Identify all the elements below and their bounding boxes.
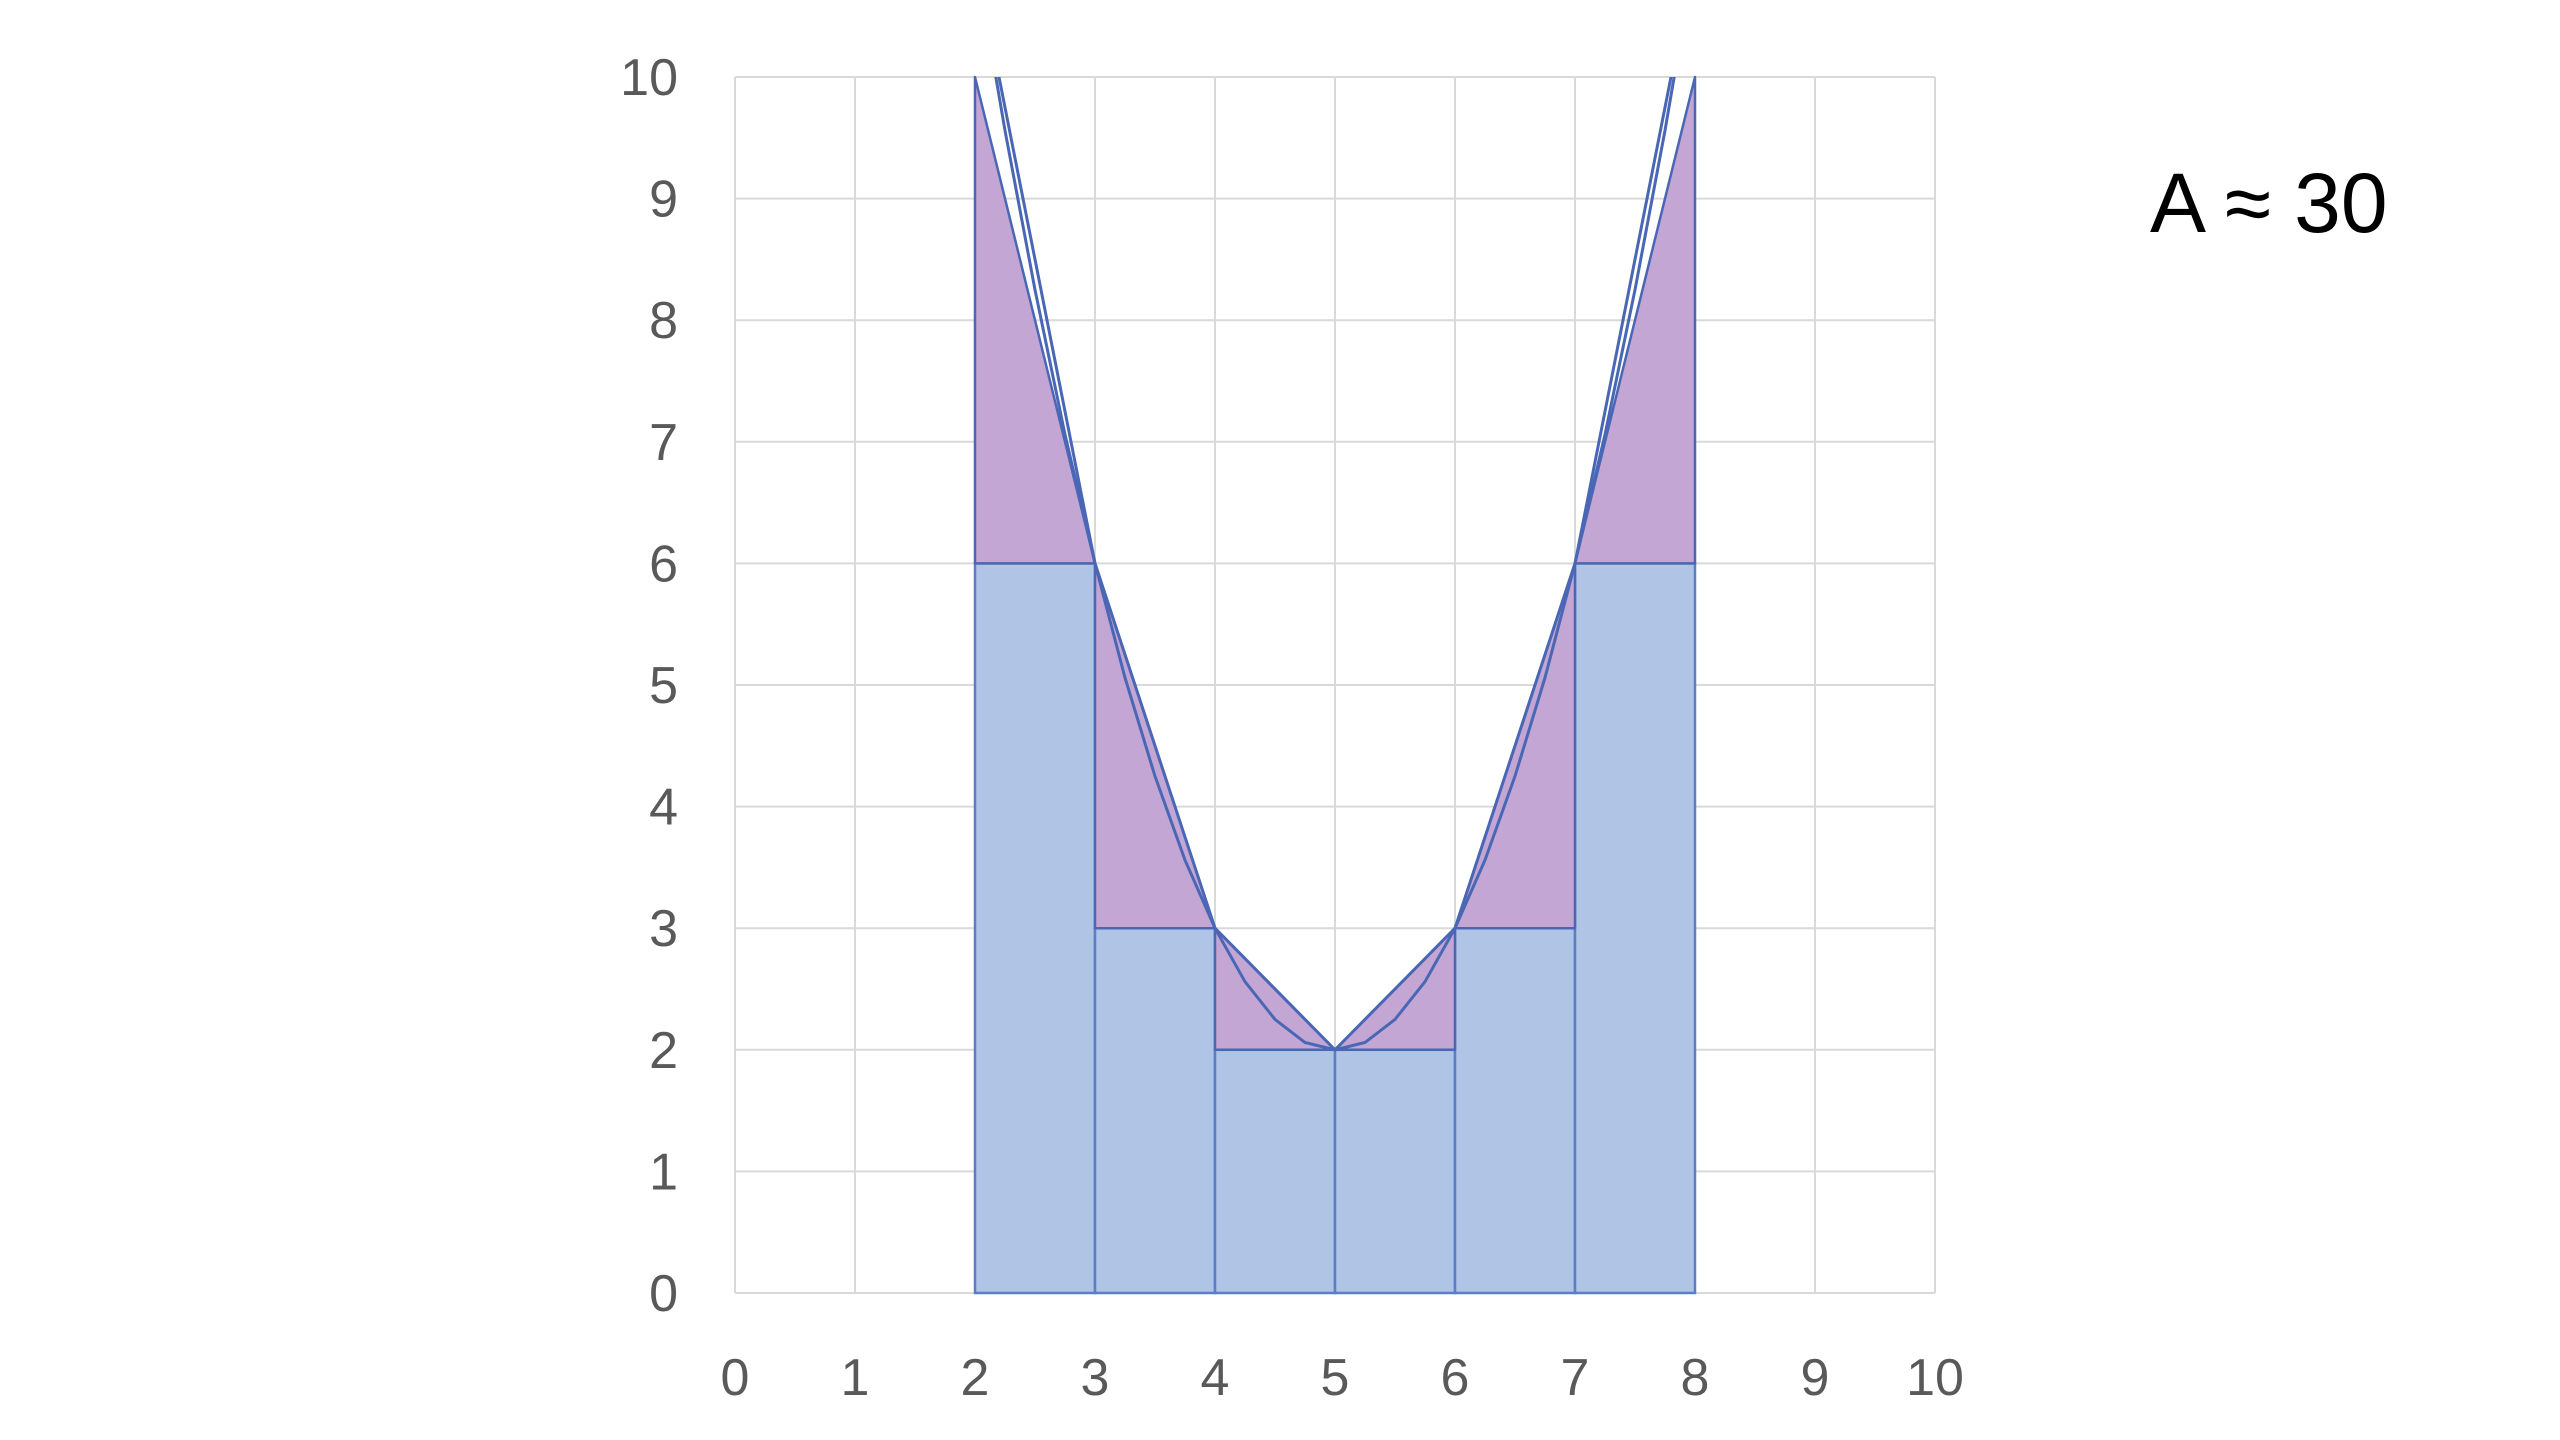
rectangle-5 bbox=[1573, 562, 1697, 1295]
y-tick-label-6: 6 bbox=[649, 535, 678, 593]
x-tick-label-8: 8 bbox=[1681, 1349, 1710, 1407]
x-tick-label-7: 7 bbox=[1561, 1349, 1590, 1407]
y-tick-label-1: 1 bbox=[649, 1143, 678, 1201]
x-tick-label-4: 4 bbox=[1201, 1349, 1230, 1407]
rectangle-0 bbox=[973, 562, 1097, 1295]
y-tick-label-0: 0 bbox=[649, 1265, 678, 1323]
triangle-0 bbox=[973, 75, 1097, 565]
rectangle-4 bbox=[1453, 926, 1577, 1295]
curve bbox=[994, 77, 1676, 1052]
rectangles bbox=[973, 562, 1697, 1295]
y-axis-ticks: 0 1 2 3 4 5 6 7 8 9 10 bbox=[620, 49, 678, 1323]
y-tick-label-4: 4 bbox=[649, 779, 678, 837]
x-tick-label-5: 5 bbox=[1321, 1349, 1350, 1407]
y-tick-label-3: 3 bbox=[649, 900, 678, 958]
triangle-5 bbox=[1573, 75, 1697, 565]
y-tick-label-2: 2 bbox=[649, 1022, 678, 1080]
x-tick-label-9: 9 bbox=[1801, 1349, 1830, 1407]
x-axis-ticks: 0 1 2 3 4 5 6 7 8 9 10 bbox=[721, 1349, 1964, 1407]
x-tick-label-2: 2 bbox=[961, 1349, 990, 1407]
x-tick-label-1: 1 bbox=[841, 1349, 870, 1407]
x-tick-label-3: 3 bbox=[1081, 1349, 1110, 1407]
y-tick-label-7: 7 bbox=[649, 414, 678, 472]
trapezoid-line bbox=[997, 77, 1673, 1052]
area-estimate-label: A ≈ 30 bbox=[2150, 156, 2388, 250]
rectangle-2 bbox=[1213, 1048, 1337, 1295]
y-tick-label-8: 8 bbox=[649, 292, 678, 350]
y-tick-label-5: 5 bbox=[649, 657, 678, 715]
y-tick-label-9: 9 bbox=[649, 171, 678, 229]
x-tick-label-0: 0 bbox=[721, 1349, 750, 1407]
x-tick-label-6: 6 bbox=[1441, 1349, 1470, 1407]
rectangle-1 bbox=[1093, 926, 1217, 1295]
x-tick-label-10: 10 bbox=[1906, 1349, 1964, 1407]
y-tick-label-10: 10 bbox=[620, 49, 678, 107]
rectangle-3 bbox=[1333, 1048, 1457, 1295]
